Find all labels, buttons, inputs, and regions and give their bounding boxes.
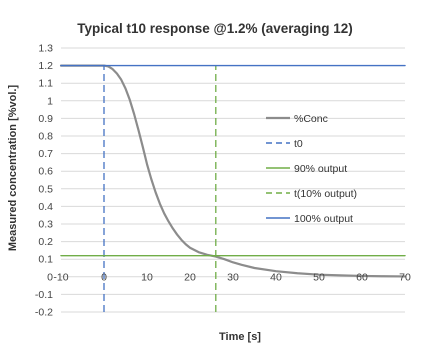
y-tick-label: 0.2 — [38, 236, 53, 248]
legend-label-90-output: 90% output — [294, 163, 347, 175]
series-conc — [59, 64, 407, 278]
y-tick-label: 0.1 — [38, 254, 53, 266]
y-tick-label: -0.2 — [35, 307, 53, 319]
y-tick-label: 0 — [47, 271, 53, 283]
y-tick-label: 0.5 — [38, 183, 53, 195]
legend: %Conc t0 90% output t(10% output) 100% outpu… — [266, 113, 357, 225]
x-tick-label: 10 — [141, 271, 153, 283]
grid-lines — [61, 47, 405, 313]
chart-title: Typical t10 response @1.2% (averaging 12… — [77, 21, 353, 36]
x-axis-label: Time [s] — [219, 331, 261, 343]
x-tick-label: 0 — [101, 271, 107, 283]
y-tick-label: 0.3 — [38, 219, 53, 231]
x-tick-label: 40 — [270, 271, 282, 283]
y-tick-label: -0.1 — [35, 289, 53, 301]
x-tick-label: -10 — [53, 271, 68, 283]
x-tick-label: 70 — [399, 271, 411, 283]
y-axis-ticks: -0.2 -0.1 0 0.1 0.2 0.3 0.4 0.5 0.6 0.7 0.8 0.9 1 1.1… — [35, 43, 53, 319]
x-tick-label: 60 — [356, 271, 368, 283]
legend-label-t0: t0 — [294, 138, 303, 150]
y-tick-label: 0.6 — [38, 166, 53, 178]
y-tick-label: 0.7 — [38, 148, 53, 160]
legend-label-conc: %Conc — [294, 113, 328, 125]
y-tick-label: 1.1 — [38, 78, 53, 90]
series-lines — [59, 64, 407, 312]
y-tick-label: 0.9 — [38, 113, 53, 125]
y-tick-label: 0.8 — [38, 131, 53, 143]
x-tick-label: 30 — [227, 271, 239, 283]
x-tick-label: 20 — [184, 271, 196, 283]
x-axis-ticks: -10 0 10 20 30 40 50 60 70 — [53, 271, 411, 283]
y-axis-label: Measured concentration [%vol.] — [7, 85, 19, 252]
y-tick-label: 1.3 — [38, 43, 53, 55]
legend-label-100-output: 100% output — [294, 213, 353, 225]
legend-label-t-10-output: t(10% output) — [294, 188, 357, 200]
y-tick-label: 1 — [47, 95, 53, 107]
y-tick-label: 0.4 — [38, 201, 53, 213]
y-tick-label: 1.2 — [38, 60, 53, 72]
x-tick-label: 50 — [313, 271, 325, 283]
